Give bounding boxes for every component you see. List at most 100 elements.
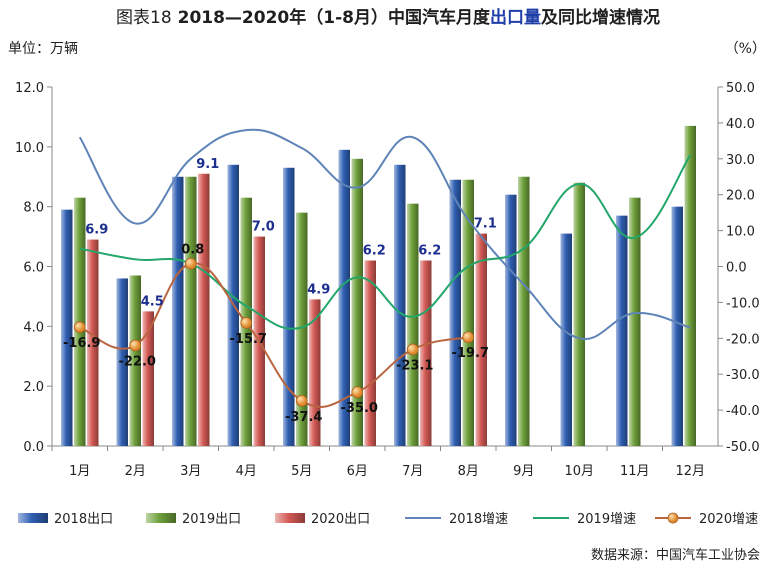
legend-label: 2020增速: [699, 512, 758, 527]
x-tick-label: 5月: [291, 464, 312, 479]
rate-label-2020: -16.9: [63, 336, 100, 351]
rate-label-2020: -37.4: [285, 410, 322, 425]
marker-2020: [406, 343, 419, 356]
bar-2019出口: [351, 158, 363, 447]
x-tick-label: 4月: [236, 464, 257, 479]
bar-2018出口: [61, 209, 73, 446]
left-tick-label: 12.0: [15, 81, 44, 96]
x-tick-label: 8月: [458, 464, 479, 479]
marker-2020: [240, 316, 253, 329]
x-tick-label: 11月: [620, 464, 650, 479]
left-tick-label: 0.0: [23, 440, 44, 455]
bar-2019出口: [407, 203, 419, 446]
bar-2019出口: [684, 125, 696, 447]
rate-label-2020: -15.7: [230, 332, 267, 347]
bar-2019出口: [129, 275, 141, 446]
bar-2018出口: [671, 206, 683, 446]
marker-2020: [462, 331, 475, 344]
right-tick-label: -50.0: [726, 440, 760, 455]
bar-2020出口: [475, 233, 487, 446]
bar-2020出口: [364, 260, 376, 446]
bar-2020出口: [87, 239, 99, 446]
right-tick-label: 10.0: [726, 225, 755, 240]
x-tick-label: 2月: [125, 464, 146, 479]
bar-2018出口: [172, 176, 184, 446]
bar-2018出口: [560, 233, 572, 446]
right-tick-label: 20.0: [726, 189, 755, 204]
bar-label-2020: 7.0: [252, 220, 275, 235]
legend-marker: [667, 512, 679, 524]
bar-2020出口: [309, 299, 321, 446]
bar-label-2020: 4.9: [307, 282, 330, 297]
bar-2018出口: [116, 278, 128, 446]
x-tick-label: 9月: [513, 464, 534, 479]
bar-2018出口: [283, 167, 295, 446]
bar-2019出口: [629, 197, 641, 446]
chart-title: 图表18 2018—2020年（1-8月）中国汽车月度出口量及同比增速情况: [0, 3, 776, 28]
legend-label: 2018增速: [449, 512, 508, 527]
marker-2020: [295, 394, 308, 407]
right-axis-unit: （%）: [724, 41, 766, 57]
line-2018增速: [78, 128, 691, 341]
legend-label: 2019增速: [577, 512, 636, 527]
bar-label-2020: 9.1: [196, 157, 219, 172]
data-source: 数据来源：中国汽车工业协会: [590, 548, 760, 563]
bar-2018出口: [394, 164, 406, 447]
marker-2020: [73, 321, 86, 334]
left-axis-unit: 单位：万辆: [8, 41, 78, 57]
x-tick-label: 1月: [69, 464, 90, 479]
legend-swatch: [18, 513, 48, 523]
rate-label-2020: -35.0: [341, 401, 378, 416]
x-tick-label: 7月: [402, 464, 423, 479]
bar-label-2020: 6.2: [418, 244, 441, 259]
x-tick-label: 12月: [675, 464, 705, 479]
bar-2019出口: [462, 179, 474, 446]
bar-2018出口: [505, 194, 517, 446]
bar-2020出口: [198, 173, 210, 446]
bar-2019出口: [518, 176, 530, 446]
right-tick-label: -40.0: [726, 404, 760, 419]
right-tick-label: -30.0: [726, 368, 760, 383]
bar-2020出口: [420, 260, 432, 446]
bar-2019出口: [185, 176, 197, 446]
x-tick-label: 10月: [564, 464, 594, 479]
rate-label-2020: -19.7: [452, 346, 489, 361]
bar-2020出口: [142, 311, 154, 446]
right-tick-label: -20.0: [726, 332, 760, 347]
left-tick-label: 8.0: [23, 201, 44, 216]
bar-2019出口: [296, 212, 308, 446]
left-tick-label: 2.0: [23, 380, 44, 395]
bar-label-2020: 6.9: [85, 223, 108, 238]
line-2020增速: [79, 262, 469, 408]
marker-2020: [129, 339, 142, 352]
left-tick-label: 10.0: [15, 141, 44, 156]
x-tick-label: 6月: [347, 464, 368, 479]
bar-label-2020: 4.5: [141, 294, 164, 309]
bar-label-2020: 7.1: [474, 217, 497, 232]
marker-2020: [351, 386, 364, 399]
right-tick-label: 30.0: [726, 153, 755, 168]
x-tick-label: 3月: [180, 464, 201, 479]
bar-2018出口: [338, 149, 350, 446]
bar-label-2020: 6.2: [363, 244, 386, 259]
right-tick-label: 0.0: [726, 261, 747, 276]
bar-2018出口: [616, 215, 628, 446]
legend-label: 2019出口: [182, 512, 241, 527]
rate-label-2020: -23.1: [396, 358, 433, 373]
figure-number: 图表18: [116, 8, 172, 28]
legend-swatch: [275, 513, 305, 523]
title-highlight: 出口量: [489, 8, 541, 28]
left-tick-label: 6.0: [23, 261, 44, 276]
marker-2020: [184, 257, 197, 270]
legend-label: 2018出口: [54, 512, 113, 527]
right-tick-label: -10.0: [726, 296, 760, 311]
rate-label-2020: -22.0: [119, 354, 156, 369]
title-main-after: 及同比增速情况: [540, 8, 660, 28]
line-2019增速: [79, 154, 692, 330]
title-main-before: 2018—2020年（1-8月）中国汽车月度: [177, 8, 490, 28]
bar-2018出口: [449, 179, 461, 446]
right-tick-label: 50.0: [726, 81, 755, 96]
bar-2019出口: [573, 182, 585, 446]
